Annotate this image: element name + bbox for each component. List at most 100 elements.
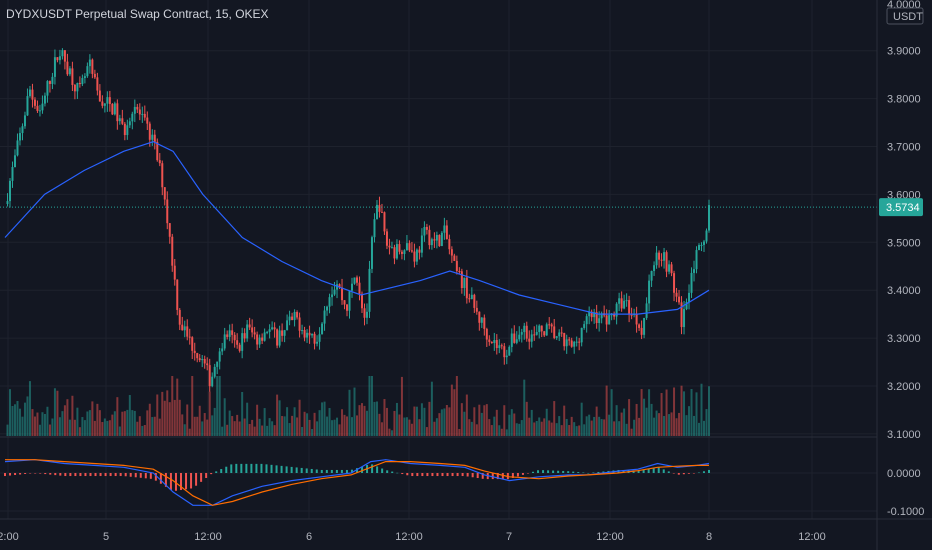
candle-body[interactable]: [513, 333, 516, 343]
candle-body[interactable]: [595, 312, 598, 324]
candle-body[interactable]: [343, 300, 346, 305]
candle-body[interactable]: [578, 341, 581, 343]
candle-body[interactable]: [348, 290, 351, 311]
candle-body[interactable]: [518, 334, 521, 340]
candle-body[interactable]: [390, 247, 393, 249]
candle-body[interactable]: [443, 225, 446, 233]
candle-body[interactable]: [570, 340, 573, 347]
candle-body[interactable]: [181, 324, 184, 331]
candle-body[interactable]: [655, 252, 658, 266]
candle-body[interactable]: [360, 293, 363, 309]
candle-body[interactable]: [423, 226, 426, 236]
candle-body[interactable]: [198, 358, 201, 361]
candle-body[interactable]: [328, 297, 331, 307]
candle-body[interactable]: [133, 106, 136, 114]
candle-body[interactable]: [403, 250, 406, 254]
candle-body[interactable]: [693, 269, 696, 273]
candle-body[interactable]: [618, 298, 621, 304]
candle-body[interactable]: [178, 309, 181, 325]
candle-body[interactable]: [311, 333, 314, 336]
candle-body[interactable]: [703, 241, 706, 245]
candle-body[interactable]: [410, 250, 413, 252]
candle-body[interactable]: [628, 300, 631, 315]
candle-body[interactable]: [183, 326, 186, 331]
candle-body[interactable]: [78, 82, 81, 85]
candle-body[interactable]: [148, 123, 151, 140]
candle-body[interactable]: [670, 264, 673, 274]
candle-body[interactable]: [51, 76, 54, 84]
candle-body[interactable]: [673, 273, 676, 293]
candle-body[interactable]: [6, 201, 9, 204]
candle-body[interactable]: [83, 76, 86, 79]
candle-body[interactable]: [383, 212, 386, 232]
candle-body[interactable]: [515, 339, 518, 343]
candle-body[interactable]: [196, 353, 199, 359]
candle-body[interactable]: [333, 289, 336, 295]
candle-body[interactable]: [323, 310, 326, 324]
candle-body[interactable]: [420, 235, 423, 253]
candle-body[interactable]: [450, 249, 453, 256]
candle-body[interactable]: [108, 97, 111, 104]
candle-body[interactable]: [81, 78, 84, 85]
candle-body[interactable]: [306, 332, 309, 338]
candle-body[interactable]: [153, 134, 156, 142]
candle-body[interactable]: [388, 245, 391, 248]
candlestick-series[interactable]: [6, 48, 710, 392]
candle-body[interactable]: [13, 155, 16, 168]
candle-body[interactable]: [251, 327, 254, 333]
candle-body[interactable]: [38, 110, 41, 112]
candle-body[interactable]: [46, 81, 49, 96]
candle-body[interactable]: [16, 140, 19, 156]
candle-body[interactable]: [286, 320, 289, 331]
candle-body[interactable]: [638, 324, 641, 328]
candle-body[interactable]: [168, 223, 171, 237]
candle-body[interactable]: [588, 311, 591, 317]
candle-body[interactable]: [233, 334, 236, 341]
candle-body[interactable]: [555, 336, 558, 338]
candle-body[interactable]: [293, 311, 296, 321]
candle-body[interactable]: [448, 239, 451, 250]
candle-body[interactable]: [171, 236, 174, 266]
candle-body[interactable]: [353, 277, 356, 284]
candle-body[interactable]: [201, 359, 204, 361]
candle-body[interactable]: [66, 61, 69, 75]
candle-body[interactable]: [640, 327, 643, 335]
candle-body[interactable]: [560, 332, 563, 334]
candle-body[interactable]: [206, 363, 209, 366]
candle-body[interactable]: [613, 314, 616, 317]
candle-body[interactable]: [688, 292, 691, 303]
candle-body[interactable]: [273, 327, 276, 330]
candle-body[interactable]: [28, 89, 31, 97]
candle-body[interactable]: [625, 300, 628, 302]
candle-body[interactable]: [211, 376, 214, 387]
candle-body[interactable]: [380, 211, 383, 213]
candle-body[interactable]: [318, 334, 321, 342]
candle-body[interactable]: [370, 237, 373, 269]
candle-body[interactable]: [71, 68, 74, 85]
candle-body[interactable]: [231, 330, 234, 335]
candle-body[interactable]: [193, 350, 196, 354]
candle-body[interactable]: [663, 252, 666, 261]
candle-body[interactable]: [138, 109, 141, 115]
candle-body[interactable]: [298, 317, 301, 331]
candle-body[interactable]: [538, 325, 541, 333]
candle-body[interactable]: [478, 311, 481, 323]
candle-body[interactable]: [580, 327, 583, 343]
candle-body[interactable]: [156, 141, 159, 161]
candle-body[interactable]: [101, 101, 104, 106]
candle-body[interactable]: [500, 345, 503, 347]
candle-body[interactable]: [123, 123, 126, 136]
candle-body[interactable]: [126, 125, 129, 136]
candle-body[interactable]: [358, 282, 361, 294]
macd-axis[interactable]: 0.0000 -0.1000: [887, 468, 924, 518]
candle-body[interactable]: [418, 249, 421, 253]
candle-body[interactable]: [288, 316, 291, 321]
candle-body[interactable]: [653, 265, 656, 272]
candle-body[interactable]: [368, 268, 371, 312]
candle-body[interactable]: [346, 304, 349, 311]
candle-body[interactable]: [303, 330, 306, 338]
candle-body[interactable]: [253, 332, 256, 335]
candle-body[interactable]: [553, 326, 556, 338]
candle-body[interactable]: [33, 99, 36, 106]
candle-body[interactable]: [191, 337, 194, 351]
